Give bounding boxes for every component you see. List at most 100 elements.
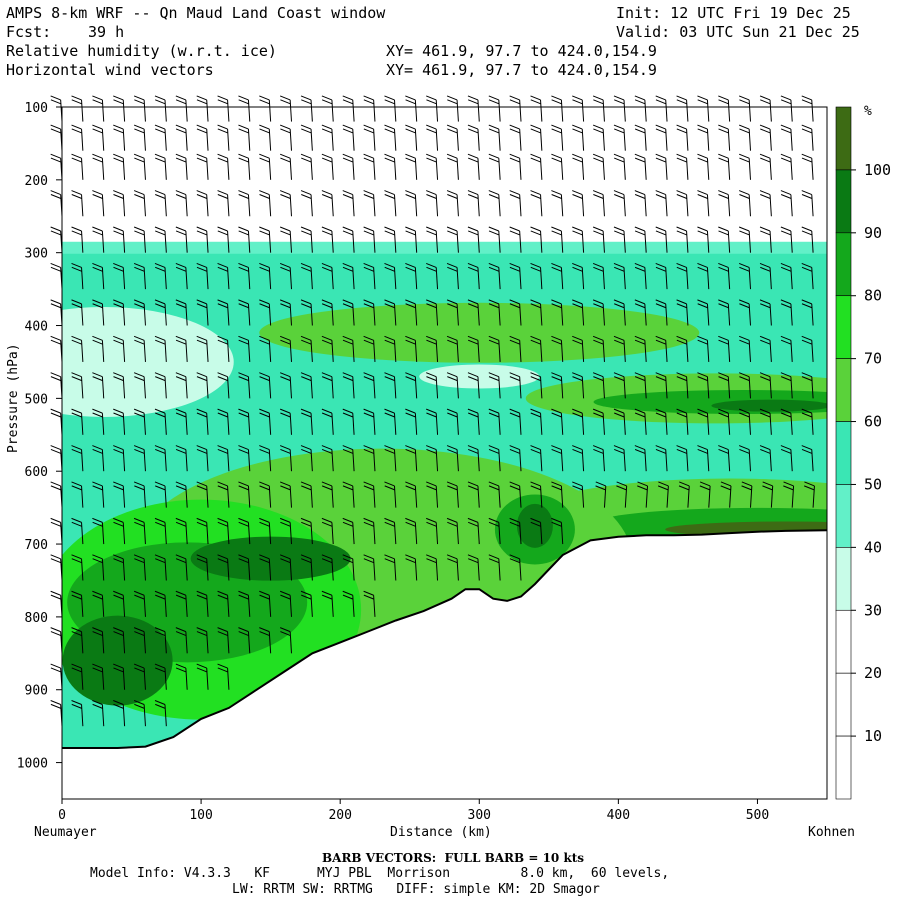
wind-barb	[196, 335, 209, 362]
wind-barb	[300, 372, 313, 399]
wind-barb	[467, 554, 480, 581]
colorbar-swatch	[835, 672, 852, 737]
wind-barb	[551, 408, 564, 435]
wind-barb	[71, 517, 84, 545]
wind-barb	[613, 372, 626, 399]
wind-barb	[488, 335, 501, 362]
x-tick-label: 100	[189, 808, 212, 823]
wind-barb	[467, 124, 480, 151]
wind-barb	[175, 190, 188, 217]
wind-barb	[279, 335, 292, 362]
wind-barb	[634, 335, 647, 362]
wind-barb	[133, 445, 146, 472]
wind-barb	[405, 226, 418, 253]
wind-barb	[655, 190, 668, 217]
wind-barb	[71, 124, 84, 151]
wind-barb	[405, 335, 418, 362]
wind-barb	[405, 95, 418, 122]
wind-barb	[488, 226, 501, 253]
wind-barb	[738, 226, 751, 253]
wind-barb	[467, 190, 480, 217]
wind-barb	[384, 445, 397, 472]
wind-barb	[551, 299, 564, 326]
wind-barb	[342, 335, 355, 362]
wind-barb	[259, 481, 272, 508]
wind-barb	[217, 408, 230, 435]
wind-barb	[238, 262, 251, 290]
wind-barb	[300, 335, 313, 362]
wind-barb	[238, 372, 251, 399]
colorbar-label: 20	[864, 664, 882, 682]
wind-barb	[363, 262, 376, 290]
rh-upper-band	[62, 241, 827, 254]
wind-barb	[488, 445, 501, 472]
wind-barb	[92, 554, 105, 581]
wind-barb	[738, 124, 751, 151]
wind-barb	[634, 408, 647, 435]
wind-barb	[572, 481, 585, 508]
wind-barb	[321, 445, 334, 472]
wind-barb	[426, 335, 439, 362]
wind-barb	[592, 153, 605, 180]
wind-barb	[592, 226, 605, 253]
wind-barb	[738, 190, 751, 217]
wind-barb	[321, 335, 334, 362]
wind-barb	[113, 445, 126, 472]
x-axis-label: Distance (km)	[390, 825, 492, 840]
wind-barb	[780, 226, 793, 253]
wind-barb	[279, 262, 292, 290]
wind-barb	[446, 517, 459, 545]
wind-barb	[154, 372, 167, 399]
wind-barb	[634, 124, 647, 151]
wind-barb	[488, 124, 501, 151]
wind-barb	[50, 124, 63, 151]
wind-barb	[762, 481, 774, 508]
wind-barb	[238, 408, 251, 435]
y-tick-label: 800	[25, 611, 48, 626]
wind-barb	[530, 517, 543, 545]
wind-barb	[71, 445, 84, 472]
wind-barb	[551, 262, 564, 290]
wind-barb	[279, 445, 292, 472]
wind-barb	[175, 663, 188, 690]
wind-barb	[613, 445, 626, 472]
wind-barb	[300, 590, 313, 617]
wind-barb	[655, 335, 668, 362]
wind-barb	[592, 445, 605, 472]
x-tick-label: 200	[328, 808, 351, 823]
wind-barb	[363, 590, 376, 617]
x-axis: 0 100 200 300 400 500	[58, 799, 769, 823]
wind-barb	[50, 226, 63, 253]
wind-barb	[342, 590, 355, 617]
wind-barb	[92, 700, 105, 727]
wind-barb	[217, 226, 230, 253]
wind-barb	[363, 372, 376, 399]
wind-barb	[363, 408, 376, 435]
wind-barb	[50, 372, 63, 399]
wind-barb	[279, 408, 292, 435]
x-tick-label: 500	[746, 808, 769, 823]
wind-barb	[780, 124, 793, 151]
wind-barb	[676, 153, 689, 180]
wind-barb	[467, 262, 480, 290]
wind-barb	[676, 335, 689, 362]
wind-barb	[92, 335, 105, 362]
wind-barb	[71, 262, 84, 290]
wind-barb	[467, 517, 480, 545]
wind-barb	[71, 590, 84, 617]
wind-barb	[133, 153, 146, 180]
wind-barb	[697, 226, 710, 253]
wind-barb	[92, 262, 105, 290]
wind-barb	[676, 262, 689, 290]
wind-barb	[759, 299, 772, 326]
wind-barb	[133, 335, 146, 362]
wind-barb	[530, 372, 543, 399]
wind-barb	[196, 95, 209, 122]
wind-barb	[801, 190, 814, 217]
wind-barb	[426, 226, 439, 253]
wind-barb	[238, 153, 251, 180]
wind-barb	[175, 445, 188, 472]
colorbar: % 100 90 80 70 60 50 40 30 20 10	[835, 104, 891, 800]
wind-barb	[697, 445, 710, 472]
wind-barb	[759, 372, 772, 399]
